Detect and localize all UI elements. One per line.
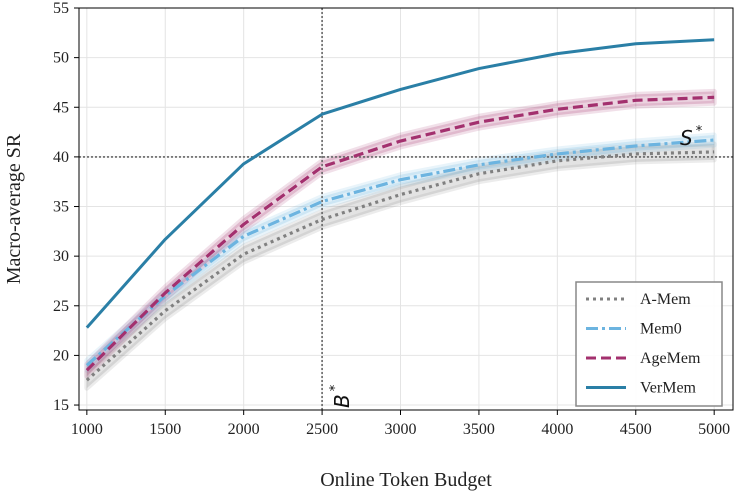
x-tick-label: 1000 (71, 421, 103, 438)
y-tick-label: 15 (53, 397, 69, 414)
reference-label-vertical: B* (328, 384, 354, 408)
series-line-mem0 (85, 138, 715, 367)
x-tick-label: 2000 (228, 421, 260, 438)
legend-box (575, 281, 723, 407)
y-tick-label: 25 (53, 298, 69, 315)
legend: A-Mem Mem0 AgeMem VerMem (575, 281, 723, 407)
y-axis-title: Macro-average SR (3, 133, 25, 284)
reference-label-horizontal-sup: * (696, 124, 703, 139)
x-tick-label: 2500 (306, 421, 338, 438)
series-line-vermem (85, 38, 715, 329)
y-tick-label: 40 (53, 149, 69, 166)
x-tick-label: 1500 (149, 421, 181, 438)
x-tick-label: 3500 (463, 421, 495, 438)
series-line-agemem (85, 95, 715, 372)
legend-label-a-mem: A-Mem (640, 291, 691, 308)
x-axis-title: Online Token Budget (320, 469, 492, 491)
x-tick-label: 4500 (620, 421, 652, 438)
legend-label-vermem: VerMem (640, 380, 697, 397)
y-tick-label: 35 (53, 199, 69, 216)
y-tick-label: 45 (53, 99, 69, 116)
reference-lines (79, 8, 733, 410)
legend-label-mem0: Mem0 (640, 321, 682, 338)
legend-label-agemem: AgeMem (640, 350, 701, 367)
reference-label-vertical-sup: * (328, 384, 343, 391)
axis-ticks: 1000 1500 2000 2500 3000 3500 4000 4500 5000 15 20… (53, 0, 730, 438)
y-tick-label: 20 (53, 347, 69, 364)
x-tick-label: 3000 (385, 421, 417, 438)
band-a-mem (84, 141, 717, 391)
plot-frame (78, 7, 734, 411)
x-tick-label: 4000 (541, 421, 573, 438)
series-line-a-mem (85, 150, 715, 382)
y-tick-label: 50 (53, 50, 69, 67)
x-tick-label: 5000 (698, 421, 730, 438)
y-tick-label: 55 (53, 0, 69, 17)
series-lines (85, 38, 715, 382)
y-tick-label: 30 (53, 248, 69, 265)
